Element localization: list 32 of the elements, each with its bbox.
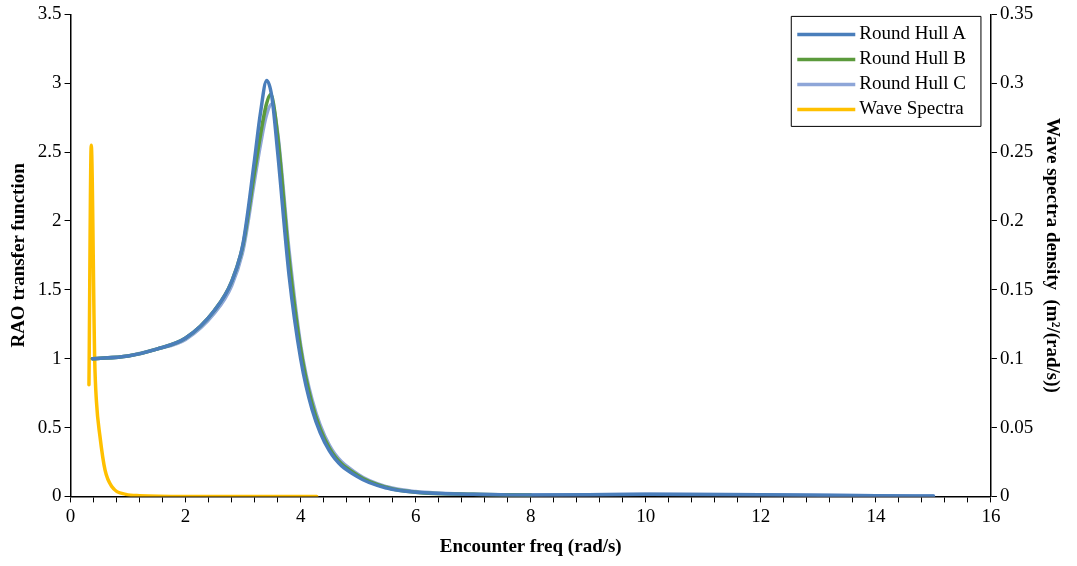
legend-label: Round Hull C <box>859 72 966 94</box>
y2-tick-label: 0.15 <box>999 277 1034 299</box>
legend-label: Wave Spectra <box>859 97 965 119</box>
y-tick-label: 3 <box>52 71 62 93</box>
legend-label: Round Hull B <box>859 47 966 69</box>
x-tick-label: 12 <box>751 504 771 526</box>
y2-tick-label: 0.25 <box>999 140 1034 162</box>
x-tick-label: 16 <box>981 504 1001 526</box>
y2-tick-label: 0.1 <box>999 346 1024 368</box>
y2-tick-label: 0.05 <box>999 415 1034 437</box>
y2-tick-label: 0.35 <box>999 2 1034 24</box>
y-tick-label: 0 <box>52 484 62 506</box>
x-tick-label: 10 <box>636 504 656 526</box>
y-tick-label: 2 <box>52 208 62 230</box>
x-tick-label: 8 <box>526 504 536 526</box>
y-tick-label: 2.5 <box>37 140 62 162</box>
y-tick-label: 0.5 <box>37 415 62 437</box>
y2-tick-label: 0 <box>999 484 1010 506</box>
x-tick-label: 6 <box>410 504 421 526</box>
x-tick-label: 4 <box>295 504 306 526</box>
y-tick-label: 3.5 <box>37 2 62 24</box>
y2-tick-label: 0.3 <box>999 71 1024 93</box>
y2-tick-label: 0.2 <box>999 208 1024 230</box>
x-tick-label: 14 <box>866 504 886 526</box>
y2-axis-title: Wave spectra density (m²/(rad/s)) <box>1041 117 1064 393</box>
y-tick-label: 1.5 <box>37 277 62 299</box>
y-axis-title: RAO transfer function <box>7 162 29 348</box>
y-tick-label: 1 <box>52 346 62 368</box>
x-axis-title: Encounter freq (rad/s) <box>439 534 622 557</box>
legend-label: Round Hull A <box>859 22 967 44</box>
line-series <box>87 143 319 497</box>
x-tick-label: 2 <box>180 504 191 526</box>
